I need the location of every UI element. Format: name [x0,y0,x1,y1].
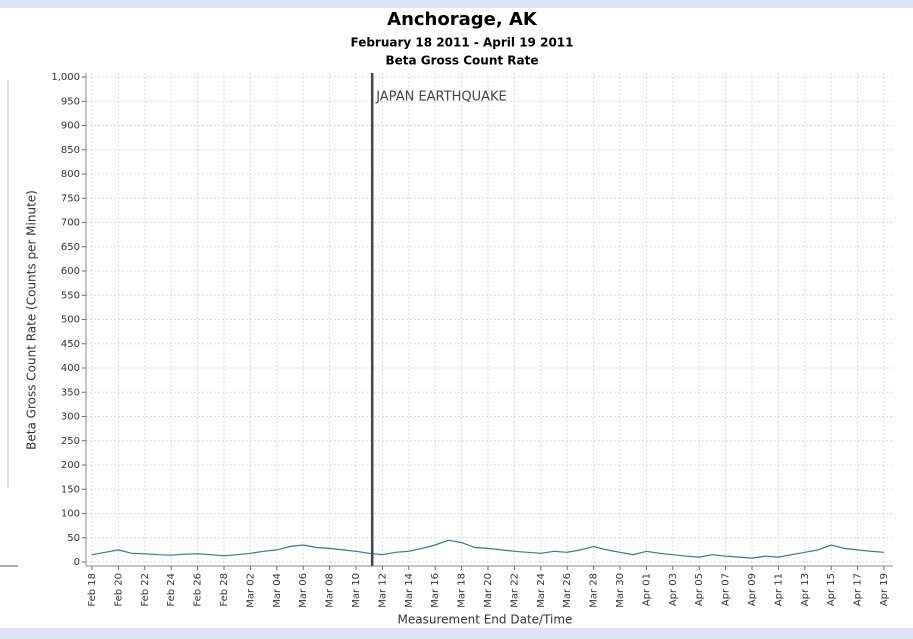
x-tick-label: Mar 24 [536,573,547,608]
x-tick-label: Apr 11 [773,573,784,606]
x-tick-label: Mar 26 [562,573,573,608]
y-tick-label: 550 [61,290,80,301]
top-band [0,0,913,8]
y-tick-label: 850 [61,145,80,156]
y-tick-label: 950 [61,96,80,107]
x-tick-label: Apr 07 [721,573,732,606]
x-tick-label: Mar 18 [457,573,468,608]
y-tick-label: 150 [61,484,80,495]
x-tick-label: Feb 24 [166,573,177,607]
x-tick-label: Apr 17 [853,573,864,606]
x-tick-label: Feb 28 [219,573,230,607]
x-tick-label: Mar 06 [298,573,309,608]
chart-title: Anchorage, AK [387,9,538,30]
x-tick-label: Feb 22 [140,573,151,607]
y-tick-label: 800 [61,169,80,180]
y-tick-label: 50 [67,533,80,544]
x-tick-label: Mar 10 [351,573,362,608]
y-tick-label: 750 [61,193,80,204]
x-tick-label: Apr 13 [800,573,811,606]
x-tick-label: Mar 20 [483,573,494,608]
y-tick-label: 1,000 [51,72,80,83]
x-axis-label: Measurement End Date/Time [398,613,573,627]
x-tick-label: Apr 05 [694,573,705,606]
x-tick-label: Feb 26 [193,573,204,607]
y-tick-label: 450 [61,339,80,350]
y-tick-label: 700 [61,218,80,229]
x-tick-label: Mar 08 [325,573,336,608]
x-tick-label: Mar 30 [615,573,626,608]
x-tick-label: Mar 04 [272,573,283,608]
x-tick-label: Apr 15 [826,573,837,606]
x-tick-label: Mar 14 [404,573,415,608]
x-tick-label: Apr 01 [641,573,652,606]
chart-label: Beta Gross Count Rate [385,54,538,68]
x-tick-label: Apr 09 [747,573,758,606]
y-tick-label: 900 [61,121,80,132]
bottom-band [0,628,913,639]
x-tick-label: Apr 03 [668,573,679,606]
y-tick-label: 100 [61,509,80,520]
y-tick-label: 200 [61,460,80,471]
data-line [91,539,885,559]
y-tick-label: 400 [61,363,80,374]
y-tick-label: 500 [61,315,80,326]
y-tick-label: 650 [61,242,80,253]
x-tick-label: Feb 20 [113,573,124,607]
chart-subtitle: February 18 2011 - April 19 2011 [350,36,573,50]
y-tick-label: 350 [61,387,80,398]
x-tick-label: Mar 22 [509,573,520,608]
x-tick-label: Mar 28 [589,573,600,608]
x-tick-label: Apr 19 [879,573,890,606]
event-label: JAPAN EARTHQUAKE [375,90,507,105]
y-axis-label: Beta Gross Count Rate (Counts per Minute… [25,190,39,450]
x-tick-label: Mar 16 [430,573,441,608]
y-tick-label: 0 [74,557,80,568]
x-tick-label: Mar 02 [245,573,256,608]
y-tick-label: 600 [61,266,80,277]
y-tick-label: 250 [61,436,80,447]
x-tick-label: Feb 18 [87,573,98,607]
y-tick-label: 300 [61,412,80,423]
x-tick-label: Mar 12 [377,573,388,608]
